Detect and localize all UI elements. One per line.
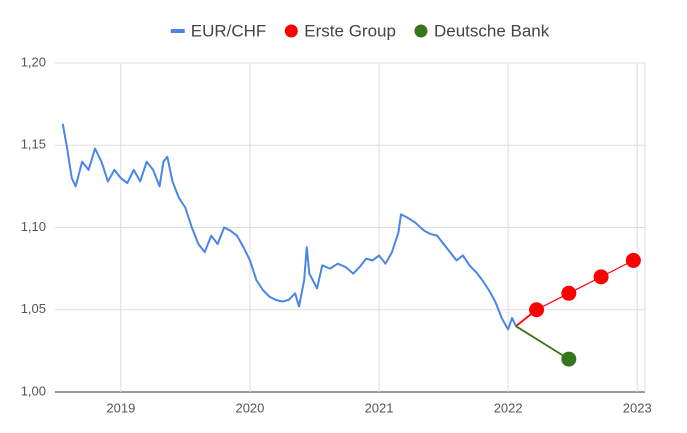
x-tick-label: 2020: [235, 400, 264, 415]
y-tick-label: 1,20: [21, 54, 46, 69]
legend-item: Deutsche Bank: [414, 21, 550, 40]
legend-label: Deutsche Bank: [434, 21, 550, 40]
point-marker: [561, 351, 577, 367]
point-marker: [593, 269, 609, 285]
legend-label: EUR/CHF: [191, 21, 267, 40]
legend-item: EUR/CHF: [170, 21, 267, 40]
y-tick-label: 1,10: [21, 219, 46, 234]
y-tick-label: 1,15: [21, 137, 46, 152]
legend-swatch: [414, 24, 428, 38]
connector-line: [515, 325, 570, 360]
point-marker: [529, 302, 545, 318]
y-tick-label: 1,05: [21, 301, 46, 316]
point-marker: [625, 252, 641, 268]
legend-item: Erste Group: [284, 21, 396, 40]
x-tick-label: 2022: [494, 400, 523, 415]
series-line: [536, 259, 634, 311]
x-tick-label: 2021: [365, 400, 394, 415]
legend-swatch: [170, 29, 185, 33]
y-tick-label: 1,00: [21, 383, 46, 398]
x-tick-label: 2019: [106, 400, 135, 415]
legend: EUR/CHF Erste Group Deutsche Bank: [170, 21, 550, 40]
point-marker: [561, 285, 577, 301]
legend-label: Erste Group: [304, 21, 396, 40]
legend-swatch: [284, 24, 298, 38]
series-line: [61, 123, 517, 331]
x-tick-label: 2023: [623, 400, 652, 415]
